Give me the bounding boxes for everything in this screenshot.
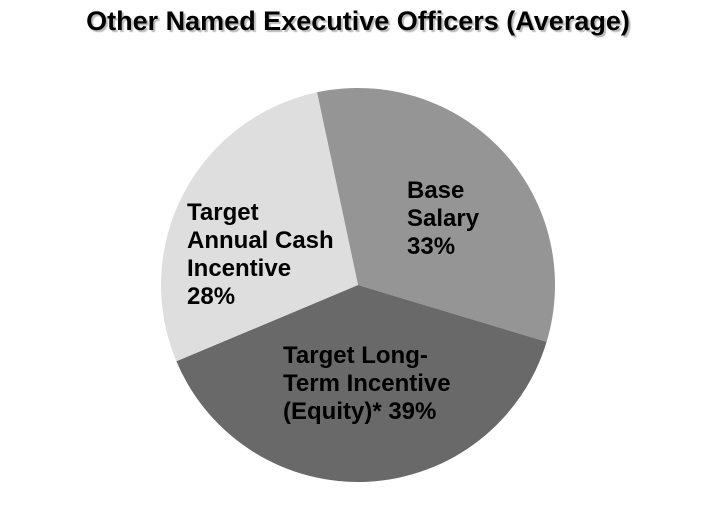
pie-slice-base-salary <box>317 87 556 342</box>
pie-label-base-salary: Base Salary 33% <box>407 177 480 260</box>
chart-title: Other Named Executive Officers (Average) <box>86 6 630 36</box>
pie-label-target-annual-cash-incentive: Target Annual Cash Incentive 28% <box>187 199 334 310</box>
pie-label-target-long-term-incentive: Target Long- Term Incentive (Equity)* 39… <box>283 342 451 425</box>
pie-slice-target-annual-cash-incentive <box>161 92 358 362</box>
pie-slice-target-long-term-incentive <box>176 285 547 482</box>
